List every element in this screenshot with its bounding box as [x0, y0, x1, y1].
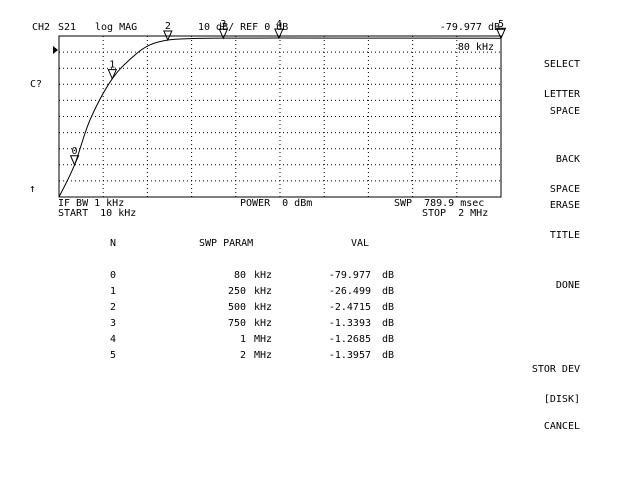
row-val-unit: dB	[382, 270, 395, 281]
row-val-unit: dB	[382, 350, 395, 361]
marker-triangle-icon	[163, 30, 173, 42]
table-header-swp-param: SWP PARAM	[199, 238, 254, 249]
softkey-select-letter[interactable]: SELECT LETTER	[544, 40, 580, 110]
marker-label: 3	[220, 19, 226, 30]
softkey-label: LETTER	[543, 89, 580, 100]
sweep-time-label: SWP 789.9 msec	[394, 198, 485, 209]
softkey-store-device[interactable]: STOR DEV [DISK]	[532, 345, 580, 415]
softkey-done[interactable]: DONE	[556, 261, 580, 301]
row-n: 1	[110, 286, 117, 297]
row-n: 4	[110, 334, 117, 345]
softkey-label: CANCEL	[543, 421, 580, 432]
softkey-label: SELECT	[543, 59, 580, 70]
marker-label: 2	[165, 21, 171, 32]
softkey-label: SPACE	[549, 184, 580, 195]
parameter-label: S21	[58, 22, 77, 33]
row-n: 0	[110, 270, 117, 281]
if-bandwidth-label: IF BW 1 kHz	[58, 198, 125, 209]
row-param-unit: kHz	[254, 302, 273, 313]
marker-label: 1	[109, 60, 115, 71]
row-val: -1.2685	[328, 334, 371, 345]
softkey-cancel[interactable]: CANCEL	[544, 402, 580, 442]
title-prompt: C?	[30, 79, 43, 90]
softkey-label: DONE	[555, 280, 580, 291]
plot-grid	[59, 36, 501, 197]
marker-triangle-icon	[69, 155, 80, 166]
row-val-unit: dB	[382, 286, 395, 297]
marker-3: 3	[218, 19, 229, 40]
softkey-back-space[interactable]: BACK SPACE	[550, 135, 580, 205]
softkey-label: ERASE	[549, 200, 580, 211]
softkey-space[interactable]: SPACE	[550, 87, 580, 127]
row-param-value: 500	[227, 302, 246, 313]
up-arrow-icon: ↑	[29, 182, 36, 195]
row-param-value: 2	[239, 350, 246, 361]
start-frequency-label: START 10 kHz	[58, 208, 137, 219]
marker-0: 0	[69, 146, 80, 166]
softkey-label: BACK	[555, 154, 580, 165]
row-n: 3	[110, 318, 117, 329]
marker-label: 4	[276, 19, 282, 30]
table-header-val: VAL	[351, 238, 370, 249]
marker-triangle-icon	[107, 69, 118, 80]
stop-frequency-label: STOP 2 MHz	[422, 208, 489, 219]
marker-label: 0	[72, 146, 78, 157]
row-param-value: 250	[227, 286, 246, 297]
marker-triangle-icon	[496, 28, 506, 40]
row-val: -1.3393	[328, 318, 371, 329]
channel-label: CH2	[32, 22, 51, 33]
softkey-label: [DISK]	[543, 394, 580, 405]
row-val: -79.977	[328, 270, 371, 281]
softkey-erase-title[interactable]: ERASE TITLE	[550, 181, 580, 251]
marker-1: 1	[107, 60, 118, 80]
marker-5: 5	[496, 19, 506, 40]
softkey-label: STOR DEV	[531, 364, 580, 375]
source-power-label: POWER 0 dBm	[240, 198, 313, 209]
marker-4: 4	[274, 19, 284, 40]
trace-line	[58, 37, 502, 198]
row-param-value: 80	[233, 270, 246, 281]
row-param-unit: MHz	[254, 334, 273, 345]
row-param-unit: kHz	[254, 286, 273, 297]
row-param-unit: kHz	[254, 270, 273, 281]
row-param-unit: MHz	[254, 350, 273, 361]
row-val: -2.4715	[328, 302, 371, 313]
softkey-label: SPACE	[549, 106, 580, 117]
format-label: log MAG	[95, 22, 138, 33]
marker-label: 5	[498, 19, 504, 30]
row-val: -26.499	[328, 286, 371, 297]
row-n: 2	[110, 302, 117, 313]
row-n: 5	[110, 350, 117, 361]
marker-frequency-readout: 80 kHz	[457, 42, 494, 53]
table-header-n: N	[110, 238, 117, 249]
row-val-unit: dB	[382, 302, 395, 313]
row-val-unit: dB	[382, 318, 395, 329]
marker-2: 2	[163, 21, 173, 42]
marker-triangle-icon	[218, 28, 229, 40]
marker-group: 0 1 2 3 4 5	[69, 19, 506, 166]
marker-triangle-icon	[274, 28, 284, 40]
scale-ref-label: 10 dB/ REF 0 dB	[198, 22, 289, 33]
row-param-unit: kHz	[254, 318, 273, 329]
marker-value-readout: -79.977 dB	[439, 22, 500, 33]
row-param-value: 1	[239, 334, 246, 345]
row-val-unit: dB	[382, 334, 395, 345]
row-val: -1.3957	[328, 350, 371, 361]
row-param-value: 750	[227, 318, 246, 329]
softkey-label: TITLE	[549, 230, 580, 241]
reference-pointer-icon	[53, 46, 58, 54]
